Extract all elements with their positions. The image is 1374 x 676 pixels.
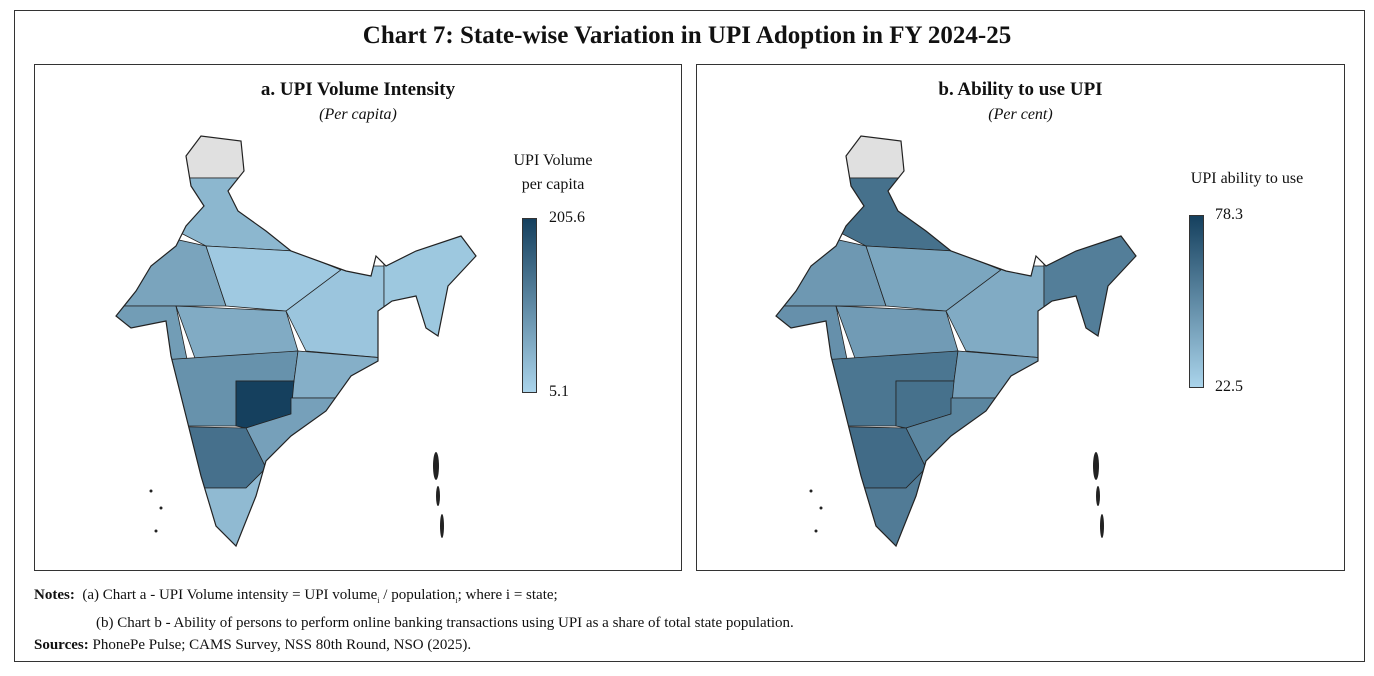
island xyxy=(809,489,813,493)
legend-b-title: UPI ability to use xyxy=(1190,170,1304,187)
legend-a-title: UPI Volume per capita xyxy=(493,149,613,197)
region-gujarat xyxy=(116,305,189,365)
notes: Notes: (a) Chart a - UPI Volume intensit… xyxy=(34,584,794,656)
note-a-text2: / population xyxy=(379,587,456,603)
note-a-sub2: i xyxy=(455,596,458,605)
legend-b-max: 78.3 xyxy=(1215,206,1243,223)
india-outline xyxy=(115,135,477,548)
sources-label: Sources: xyxy=(34,637,89,653)
island xyxy=(436,486,440,506)
legend-a-colorbar xyxy=(522,218,537,393)
island xyxy=(1093,452,1099,480)
island xyxy=(159,506,163,510)
island xyxy=(814,529,818,533)
region-gujarat xyxy=(776,305,849,365)
region-east xyxy=(950,350,1045,399)
panel-a-subtitle: (Per capita) xyxy=(319,106,397,123)
island xyxy=(440,514,444,538)
chart-frame xyxy=(14,10,1365,662)
region-ne xyxy=(370,136,476,367)
notes-label: Notes: xyxy=(34,587,75,603)
island xyxy=(433,452,439,480)
legend-a-min: 5.1 xyxy=(549,383,569,400)
island xyxy=(154,529,158,533)
note-a: Notes: (a) Chart a - UPI Volume intensit… xyxy=(34,584,794,612)
region-east xyxy=(290,350,385,399)
panel-b-title: b. Ability to use UPI xyxy=(938,79,1103,100)
note-a-text3: ; where i = state; xyxy=(457,587,558,603)
island xyxy=(819,506,823,510)
island xyxy=(149,489,153,493)
panel-b-subtitle: (Per cent) xyxy=(988,106,1053,123)
legend-b-colorbar xyxy=(1189,215,1204,388)
region-jk xyxy=(175,136,267,179)
chart-title: Chart 7: State-wise Variation in UPI Ado… xyxy=(362,22,1012,49)
region-ne xyxy=(1030,136,1136,367)
sources: Sources: PhonePe Pulse; CAMS Survey, NSS… xyxy=(34,634,794,656)
sources-text: PhonePe Pulse; CAMS Survey, NSS 80th Rou… xyxy=(88,637,472,653)
note-a-sub1: i xyxy=(377,596,380,605)
legend-a-title-line1: UPI Volume xyxy=(513,152,593,169)
note-a-text1: (a) Chart a - UPI Volume intensity = UPI… xyxy=(82,587,378,603)
region-karnataka xyxy=(145,425,267,489)
panel-a-title: a. UPI Volume Intensity xyxy=(260,79,456,100)
region-jk xyxy=(835,136,927,179)
panel-b: b. Ability to use UPI (Per cent) UPI abi… xyxy=(696,64,1345,571)
india-map-a xyxy=(115,135,477,548)
panel-a: a. UPI Volume Intensity (Per capita) UPI… xyxy=(34,64,682,571)
legend-a-max: 205.6 xyxy=(549,209,585,226)
region-north xyxy=(830,177,955,252)
legend-b-min: 22.5 xyxy=(1215,378,1243,395)
island xyxy=(1096,486,1100,506)
region-karnataka xyxy=(805,425,927,489)
india-map-b xyxy=(775,135,1137,548)
legend-a-title-line2: per capita xyxy=(521,176,585,193)
note-b: (b) Chart b - Ability of persons to perf… xyxy=(96,615,794,631)
island xyxy=(1100,514,1104,538)
region-north xyxy=(170,177,295,252)
india-outline xyxy=(775,135,1137,548)
